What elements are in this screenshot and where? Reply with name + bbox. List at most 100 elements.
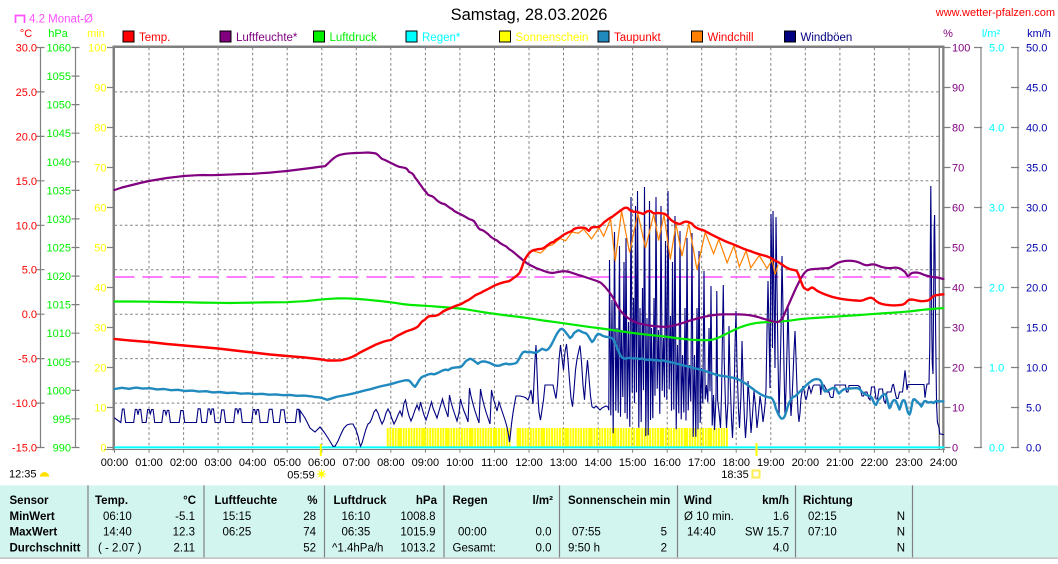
- svg-text:Luftdruck: Luftdruck: [334, 495, 388, 507]
- svg-text:05:00: 05:00: [273, 457, 301, 469]
- svg-text:07:55: 07:55: [572, 527, 601, 539]
- svg-text:N: N: [897, 542, 905, 554]
- svg-text:60: 60: [94, 203, 106, 215]
- svg-text:Luftfeuchte*: Luftfeuchte*: [236, 32, 298, 44]
- svg-text:min: min: [87, 28, 105, 40]
- svg-text:40: 40: [952, 283, 964, 295]
- svg-text:Samstag, 28.03.2026: Samstag, 28.03.2026: [451, 6, 608, 24]
- svg-text:Regen*: Regen*: [422, 32, 461, 44]
- svg-text:1060: 1060: [47, 43, 71, 55]
- svg-text:21:00: 21:00: [826, 457, 854, 469]
- svg-text:10:00: 10:00: [446, 457, 474, 469]
- svg-text:22:00: 22:00: [861, 457, 889, 469]
- svg-text:( - 2.07 ): ( - 2.07 ): [98, 542, 142, 554]
- svg-text:Windböen: Windböen: [801, 32, 853, 44]
- svg-text:30: 30: [94, 323, 106, 335]
- svg-text:°C: °C: [20, 28, 32, 40]
- svg-text:1000: 1000: [47, 385, 71, 397]
- svg-text:Temp.: Temp.: [95, 495, 128, 507]
- svg-text:18:35: 18:35: [721, 469, 749, 481]
- svg-text:30.0: 30.0: [1026, 203, 1047, 215]
- svg-text:15:00: 15:00: [619, 457, 647, 469]
- svg-text:15.0: 15.0: [1026, 323, 1047, 335]
- svg-text:01:00: 01:00: [135, 457, 163, 469]
- svg-text:1005: 1005: [47, 357, 71, 369]
- svg-text:20.0: 20.0: [1026, 283, 1047, 295]
- svg-text:0: 0: [100, 443, 106, 455]
- svg-text:12:35: 12:35: [9, 469, 37, 481]
- svg-text:Sonnenschein: Sonnenschein: [516, 32, 589, 44]
- svg-text:Ø 10 min.: Ø 10 min.: [684, 511, 734, 523]
- svg-text:11:00: 11:00: [481, 457, 508, 469]
- svg-text:80: 80: [952, 123, 964, 135]
- svg-text:Gesamt:: Gesamt:: [453, 542, 496, 554]
- svg-text:23:00: 23:00: [895, 457, 923, 469]
- svg-text:MinWert: MinWert: [10, 511, 55, 523]
- svg-text:Richtung: Richtung: [803, 495, 853, 507]
- svg-text:N: N: [897, 511, 905, 523]
- svg-text:20: 20: [94, 363, 106, 375]
- svg-text:995: 995: [53, 414, 71, 426]
- svg-text:990: 990: [53, 443, 71, 455]
- svg-text:9:50 h: 9:50 h: [568, 542, 600, 554]
- svg-text:4.0: 4.0: [989, 123, 1004, 135]
- svg-text:Luftfeuchte: Luftfeuchte: [215, 495, 278, 507]
- svg-text:14:40: 14:40: [103, 527, 132, 539]
- svg-text:Temp.: Temp.: [139, 32, 170, 44]
- svg-text:14:40: 14:40: [687, 527, 716, 539]
- svg-text:1.0: 1.0: [989, 363, 1004, 375]
- svg-text:70: 70: [952, 163, 964, 175]
- svg-text:08:00: 08:00: [377, 457, 405, 469]
- svg-text:%: %: [307, 495, 317, 507]
- svg-text:1015: 1015: [47, 300, 71, 312]
- svg-text:l/m²: l/m²: [982, 28, 1001, 40]
- svg-text:40: 40: [94, 283, 106, 295]
- svg-text:-5.0: -5.0: [18, 354, 37, 366]
- svg-text:16:10: 16:10: [342, 511, 371, 523]
- svg-text:02:00: 02:00: [170, 457, 198, 469]
- svg-text:20:00: 20:00: [792, 457, 820, 469]
- svg-text:1020: 1020: [47, 271, 71, 283]
- svg-text:00:00: 00:00: [101, 457, 129, 469]
- svg-text:1030: 1030: [47, 214, 71, 226]
- svg-text:5.0: 5.0: [1026, 403, 1041, 415]
- svg-text:1055: 1055: [47, 71, 71, 83]
- svg-text:Durchschnitt: Durchschnitt: [10, 542, 81, 554]
- svg-text:25.0: 25.0: [16, 87, 37, 99]
- svg-text:l/m²: l/m²: [533, 495, 554, 507]
- svg-text:10: 10: [952, 403, 964, 415]
- svg-text:45.0: 45.0: [1026, 83, 1047, 95]
- svg-text:%: %: [943, 28, 953, 40]
- svg-text:20.0: 20.0: [16, 131, 37, 143]
- svg-text:07:10: 07:10: [808, 527, 837, 539]
- svg-text:0.0: 0.0: [22, 309, 37, 321]
- svg-text:-5.1: -5.1: [175, 511, 195, 523]
- svg-text:74: 74: [303, 527, 316, 539]
- svg-text:1010: 1010: [47, 328, 71, 340]
- svg-text:20: 20: [952, 363, 964, 375]
- svg-text:00:00: 00:00: [458, 527, 487, 539]
- svg-text:hPa: hPa: [416, 495, 438, 507]
- svg-text:www.wetter-pfalzen.com: www.wetter-pfalzen.com: [935, 7, 1055, 19]
- svg-text:16:00: 16:00: [653, 457, 681, 469]
- svg-text:100: 100: [88, 43, 106, 55]
- svg-text:04:00: 04:00: [239, 457, 267, 469]
- svg-text:24:00: 24:00: [930, 457, 958, 469]
- svg-text:2: 2: [661, 542, 667, 554]
- svg-text:N: N: [897, 527, 905, 539]
- svg-text:100: 100: [952, 43, 970, 55]
- svg-text:1045: 1045: [47, 128, 71, 140]
- svg-text:1035: 1035: [47, 185, 71, 197]
- svg-text:3.0: 3.0: [989, 203, 1004, 215]
- svg-text:2.11: 2.11: [173, 542, 195, 554]
- svg-text:02:15: 02:15: [808, 511, 837, 523]
- svg-text:50: 50: [952, 243, 964, 255]
- svg-text:4.2 Monat-Ø: 4.2 Monat-Ø: [29, 14, 93, 26]
- svg-text:10.0: 10.0: [1026, 363, 1047, 375]
- svg-text:40.0: 40.0: [1026, 123, 1047, 135]
- svg-text:2.0: 2.0: [989, 283, 1004, 295]
- svg-text:25.0: 25.0: [1026, 243, 1047, 255]
- svg-text:Luftdruck: Luftdruck: [330, 32, 378, 44]
- svg-text:15:15: 15:15: [223, 511, 252, 523]
- svg-text:13:00: 13:00: [550, 457, 578, 469]
